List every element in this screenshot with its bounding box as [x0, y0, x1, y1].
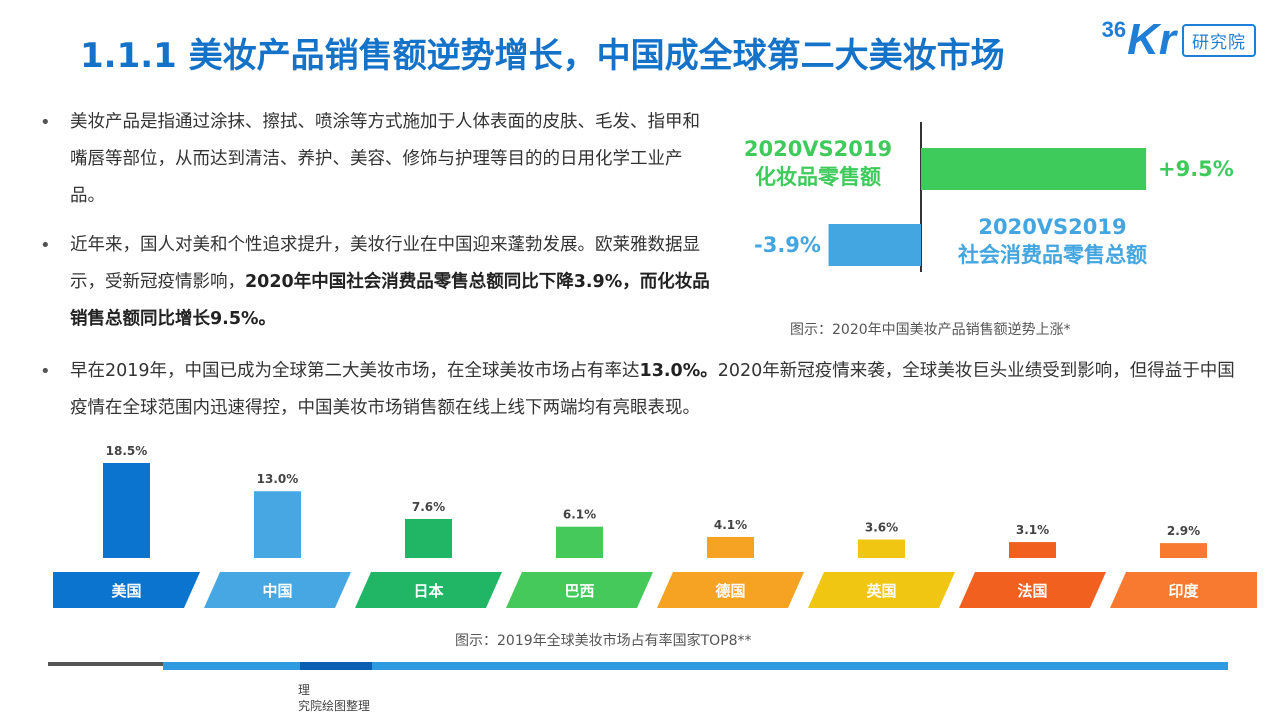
footer-mask	[48, 670, 300, 720]
category-band-1	[204, 572, 351, 608]
category-label-2: 日本	[413, 582, 443, 600]
category-band-3	[506, 572, 653, 608]
category-label-7: 印度	[1168, 582, 1199, 600]
logo-prefix: 36	[1101, 17, 1127, 42]
market-share-caption: 图示：2019年全球美妆市场占有率国家TOP8**	[455, 633, 752, 649]
logo-sub: 研究院	[1182, 23, 1256, 57]
source-note: 理 究院绘图整理	[298, 682, 370, 714]
bar-5	[858, 539, 905, 558]
value-label-2: 7.6%	[412, 500, 445, 514]
category-label-0: 美国	[111, 582, 141, 600]
category-label-4: 德国	[715, 582, 745, 600]
bullet-text: 近年来，国人对美和个性追求提升，美妆行业在中国迎来蓬勃发展。欧莱雅数据显示，受新…	[70, 235, 700, 292]
bullet-text: 早在2019年，中国已成为全球第二大美妆市场，在全球美妆市场占有率达	[70, 361, 640, 381]
retail-bar	[828, 224, 921, 266]
category-band-6	[959, 572, 1106, 608]
cosmetics-label: 2020VS2019 化妆品零售额	[738, 135, 898, 191]
footer-line-gray	[48, 662, 163, 666]
bullet-bold-text: 2020年中国社会消费品零售总额同比下降3.9%，而化妆品销售总额同比增长9.5…	[70, 272, 710, 329]
bar-6	[1009, 542, 1056, 558]
brand-logo: 36 Kr 研究院	[1102, 14, 1256, 66]
value-label-3: 6.1%	[563, 508, 596, 522]
retail-label-line2: 社会消费品零售总额	[958, 243, 1147, 267]
bullet-dot: •	[40, 361, 51, 382]
page-title: 1.1.1 美妆产品销售额逆势增长，中国成全球第二大美妆市场	[80, 36, 1005, 76]
bar-4	[707, 536, 754, 558]
bar-3	[556, 526, 603, 558]
category-band-5	[808, 572, 955, 608]
category-band-0	[53, 572, 200, 608]
bullet-growth: • 近年来，国人对美和个性追求提升，美妆行业在中国迎来蓬勃发展。欧莱雅数据显示，…	[40, 227, 710, 338]
cosmetics-bar	[921, 148, 1147, 190]
logo-main: Kr	[1127, 15, 1176, 64]
bar-7	[1160, 543, 1207, 558]
bar-1	[254, 491, 301, 558]
bar-2	[405, 518, 452, 558]
value-label-4: 4.1%	[714, 518, 747, 532]
bullet-bold-text: 13.0%。	[639, 361, 718, 381]
bullet-text: 美妆产品是指通过涂抹、擦拭、喷涂等方式施加于人体表面的皮肤、毛发、指甲和嘴唇等部…	[70, 112, 700, 206]
category-band-2	[355, 572, 502, 608]
bullet-market-share: • 早在2019年，中国已成为全球第二大美妆市场，在全球美妆市场占有率达13.0…	[40, 353, 1250, 427]
retail-label: 2020VS2019 社会消费品零售总额	[940, 213, 1165, 269]
bullet-dot: •	[40, 112, 51, 133]
bar-0	[103, 463, 150, 558]
comparison-chart	[828, 122, 1147, 272]
footer-line-dark	[300, 662, 372, 670]
category-label-3: 巴西	[564, 582, 594, 600]
source-line2: 究院绘图整理	[298, 699, 371, 713]
category-label-1: 中国	[262, 582, 292, 600]
comparison-caption: 图示：2020年中国美妆产品销售额逆势上涨*	[790, 322, 1071, 338]
category-band-4	[657, 572, 804, 608]
cosmetics-value: +9.5%	[1158, 157, 1234, 181]
cosmetics-label-line2: 化妆品零售额	[755, 165, 881, 189]
value-label-1: 13.0%	[257, 472, 299, 486]
value-label-6: 3.1%	[1016, 523, 1049, 537]
category-label-6: 法国	[1017, 582, 1047, 600]
category-band-7	[1110, 572, 1257, 608]
footer-line-blue	[163, 662, 1228, 670]
source-line1: 理	[298, 683, 311, 697]
value-label-0: 18.5%	[106, 444, 148, 458]
category-label-5: 英国	[866, 582, 896, 600]
cosmetics-label-line1: 2020VS2019	[743, 137, 893, 161]
bullet-text: 2020年新冠疫情来袭，全球美妆巨头业绩受到影响，但得益于中国疫情在全球范围内迅…	[70, 361, 1235, 418]
market-share-chart: 18.5% 美国 13.0% 中国 7.6% 日本 6.1% 巴西 4.1% 德国 3.6% 英国 3.…	[53, 444, 1257, 608]
bullet-dot: •	[40, 235, 51, 256]
value-label-7: 2.9%	[1167, 524, 1200, 538]
bullet-definition: • 美妆产品是指通过涂抹、擦拭、喷涂等方式施加于人体表面的皮肤、毛发、指甲和嘴唇…	[40, 104, 710, 215]
retail-label-line1: 2020VS2019	[978, 215, 1127, 239]
retail-value: -3.9%	[754, 233, 821, 257]
value-label-5: 3.6%	[865, 521, 898, 535]
